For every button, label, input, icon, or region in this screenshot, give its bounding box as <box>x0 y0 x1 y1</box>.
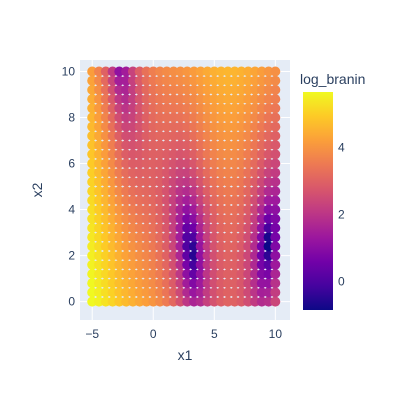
scatter-point <box>270 204 281 215</box>
scatter-point <box>270 232 281 243</box>
colorbar: 0 2 4 <box>303 92 345 310</box>
y-tick-label: 4 <box>68 203 75 217</box>
scatter-point <box>270 140 281 151</box>
scatter-point <box>270 259 281 270</box>
x-tick-label: 5 <box>211 327 218 341</box>
scatter-point <box>270 167 281 178</box>
x-tick-label: 10 <box>269 327 283 341</box>
y-tick-label: 2 <box>68 249 75 263</box>
scatter-point <box>270 269 281 279</box>
y-tick-label: 8 <box>68 111 75 125</box>
scatter-point <box>270 296 281 307</box>
scatter-point <box>270 66 281 77</box>
scatter-points <box>87 66 281 307</box>
scatter-point <box>270 149 281 160</box>
scatter-point <box>270 121 281 132</box>
x-axis-label: x1 <box>178 347 193 363</box>
scatter-point <box>270 250 281 261</box>
scatter-point <box>270 94 281 105</box>
y-tick-label: 6 <box>68 157 75 171</box>
scatter-point <box>270 75 281 86</box>
colorbar-title: log_branin <box>300 71 365 87</box>
scatter-point <box>270 112 281 123</box>
scatter-point <box>270 195 281 206</box>
y-axis-label: x2 <box>29 182 45 197</box>
colorbar-tick-label: 0 <box>338 274 345 288</box>
scatter-point <box>270 213 281 224</box>
scatter-point <box>270 287 281 298</box>
scatter-point <box>270 158 281 169</box>
x-tick-label: 0 <box>150 327 157 341</box>
scatter-point <box>270 186 281 197</box>
scatter-point <box>270 84 281 95</box>
scatter-point <box>270 103 281 114</box>
scatter-point <box>270 223 281 233</box>
axes: −5 0 5 10 0 2 4 6 8 10 <box>62 65 283 341</box>
y-tick-label: 10 <box>62 65 76 79</box>
colorbar-gradient <box>303 92 333 310</box>
scatter-point <box>270 278 281 289</box>
scatter-point <box>270 130 281 141</box>
x-tick-label: −5 <box>85 327 99 341</box>
colorbar-tick-label: 2 <box>338 207 345 221</box>
y-tick-label: 0 <box>68 295 75 309</box>
scatter-point <box>270 241 281 252</box>
colorbar-tick-label: 4 <box>338 140 345 154</box>
scatter-point <box>270 176 281 187</box>
